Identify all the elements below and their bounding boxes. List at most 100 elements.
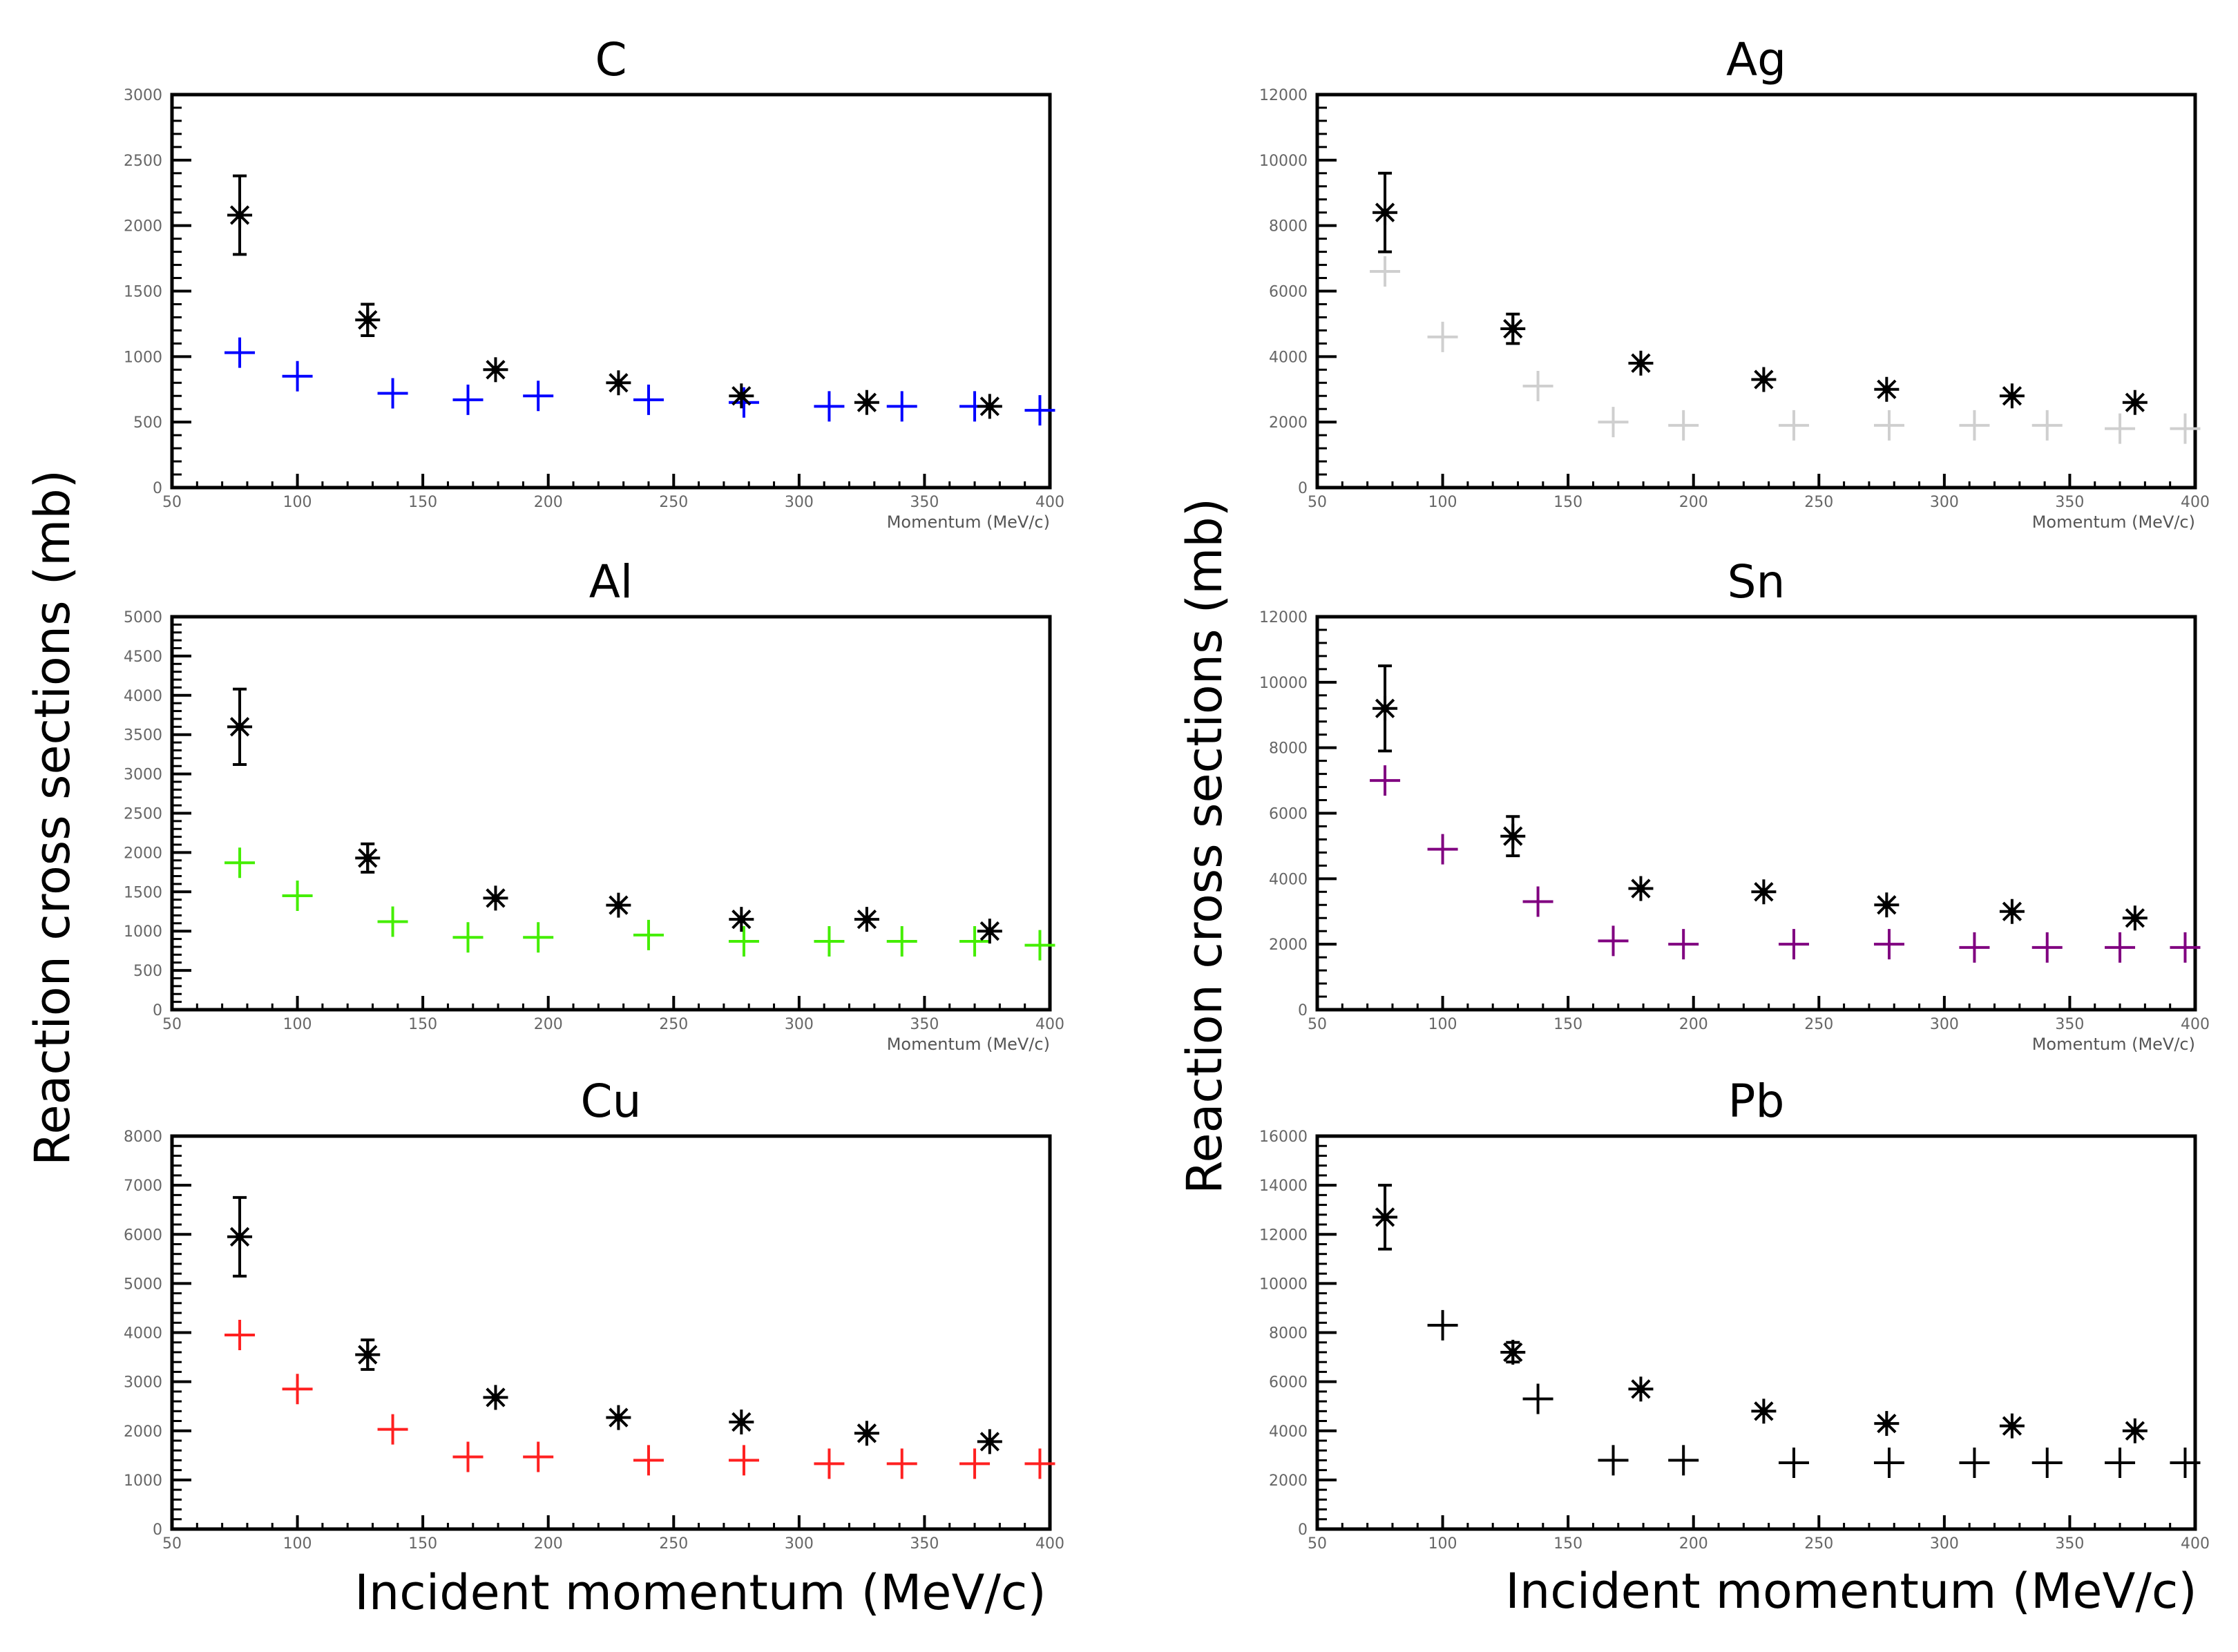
y-tick-label: 2000 [1269, 1472, 1308, 1490]
x-tick-label: 300 [785, 1016, 814, 1033]
panel-title: Cu [581, 1075, 642, 1128]
x-axis-small-label: Momentum (MeV/c) [887, 512, 1050, 532]
y-tick-label: 2000 [124, 1423, 162, 1441]
star-center [363, 316, 372, 325]
panel-title: Al [589, 555, 633, 608]
x-tick-label: 100 [1428, 1535, 1457, 1553]
x-tick-label: 400 [1035, 494, 1064, 511]
x-tick-label: 200 [1679, 494, 1708, 511]
y-tick-label: 3000 [124, 87, 162, 104]
star-center [614, 1413, 623, 1422]
y-tick-label: 12000 [1259, 87, 1308, 104]
panel-sn: Sn 0 2000 4000 6000 8000 10000 12000 50 100 150 200… [1259, 555, 2210, 1054]
x-tick-label: 100 [1428, 494, 1457, 511]
simulation-point [1668, 410, 1699, 441]
simulation-point [452, 1441, 484, 1472]
y-tick-label: 2000 [1269, 937, 1308, 954]
x-tick-label: 350 [910, 1016, 939, 1033]
y-tick-label: 0 [153, 480, 162, 497]
experiment-point [1999, 383, 2025, 409]
experiment-point [2122, 1418, 2148, 1443]
x-tick-label: 200 [1679, 1016, 1708, 1033]
plot-frame [170, 615, 1052, 1012]
simulation-point [452, 922, 484, 953]
y-tick-label: 2000 [1269, 414, 1308, 432]
plot-frame [1315, 1134, 2197, 1531]
experiment-point [977, 1429, 1002, 1454]
plot-frame [1315, 93, 2197, 490]
y-tick-label: 4500 [124, 649, 162, 666]
star-center [985, 402, 994, 411]
simulation-point [886, 391, 917, 422]
simulation-point [2170, 932, 2201, 963]
simulation-point [224, 1320, 256, 1351]
experiment-point [483, 1385, 508, 1410]
x-tick-label: 250 [659, 1016, 688, 1033]
experiment-point [1628, 1376, 1654, 1402]
y-tick-label: 6000 [1269, 806, 1308, 823]
y-tick-label: 5000 [124, 1276, 162, 1293]
x-tick-label: 100 [283, 494, 312, 511]
star-center [236, 211, 245, 220]
simulation-point [2105, 413, 2136, 444]
experiment-point [606, 370, 631, 396]
simulation-point [1778, 410, 1809, 441]
x-tick-label: 250 [1804, 1535, 1833, 1553]
simulation-point [814, 391, 845, 422]
y-tick-label: 1000 [124, 1472, 162, 1490]
simulation-point [1959, 1447, 1990, 1478]
y-tick-label: 1500 [124, 284, 162, 301]
simulation-point [377, 378, 408, 409]
experiment-point [1373, 664, 1398, 753]
y-tick-label: 8000 [1269, 218, 1308, 236]
star-center [1509, 832, 1518, 841]
experiment-point [227, 687, 253, 766]
y-axis-label-right: Reaction cross sections (mb) [1176, 498, 1233, 1194]
simulation-point [633, 1445, 664, 1476]
panel-cu: Cu 0 1000 2000 3000 4000 5000 6000 7000 8000 50 100… [124, 1075, 1064, 1553]
simulation-point [633, 384, 664, 415]
simulation-point [224, 337, 256, 368]
simulation-point [224, 847, 256, 878]
experiment-point [1751, 879, 1777, 905]
simulation-point [282, 1374, 313, 1405]
simulation-point [959, 925, 991, 957]
star-center [737, 1417, 746, 1426]
y-tick-label: 6000 [124, 1227, 162, 1244]
panel-ag: Ag 0 2000 4000 6000 8000 10000 12000 50 100 150 200… [1259, 33, 2210, 532]
y-tick-label: 0 [1298, 1521, 1308, 1539]
y-tick-label: 4000 [1269, 1423, 1308, 1441]
simulation-point [886, 925, 917, 957]
x-tick-label: 50 [1308, 494, 1327, 511]
star-center [363, 1350, 372, 1359]
simulation-point [1370, 256, 1401, 287]
experiment-point [355, 302, 381, 337]
star-center [1636, 1385, 1645, 1394]
experiment-point [2122, 905, 2148, 931]
star-center [236, 722, 245, 731]
star-center [491, 365, 500, 374]
simulation-point [1778, 1447, 1809, 1478]
simulation-point [728, 925, 759, 957]
star-center [614, 378, 623, 387]
x-tick-label: 200 [1679, 1535, 1708, 1553]
experiment-point [854, 1421, 879, 1446]
experiment-point [1999, 1413, 2025, 1439]
experiment-point [355, 842, 381, 874]
y-axis-label-left: Reaction cross sections (mb) [24, 470, 81, 1166]
y-tick-label: 1000 [124, 923, 162, 941]
simulation-point [1668, 1445, 1699, 1476]
experiment-point [483, 885, 508, 911]
y-tick-label: 4000 [1269, 871, 1308, 888]
y-tick-label: 2000 [124, 218, 162, 236]
y-tick-label: 10000 [1259, 153, 1308, 170]
experiment-point [483, 357, 508, 383]
y-tick-label: 14000 [1259, 1178, 1308, 1195]
experiment-point [1628, 876, 1654, 901]
plot-frame [170, 93, 1052, 490]
experiment-point [729, 907, 754, 932]
experiment-point [977, 394, 1002, 419]
star-center [2007, 1421, 2016, 1430]
x-tick-label: 50 [1308, 1016, 1327, 1033]
simulation-point [1873, 929, 1904, 960]
